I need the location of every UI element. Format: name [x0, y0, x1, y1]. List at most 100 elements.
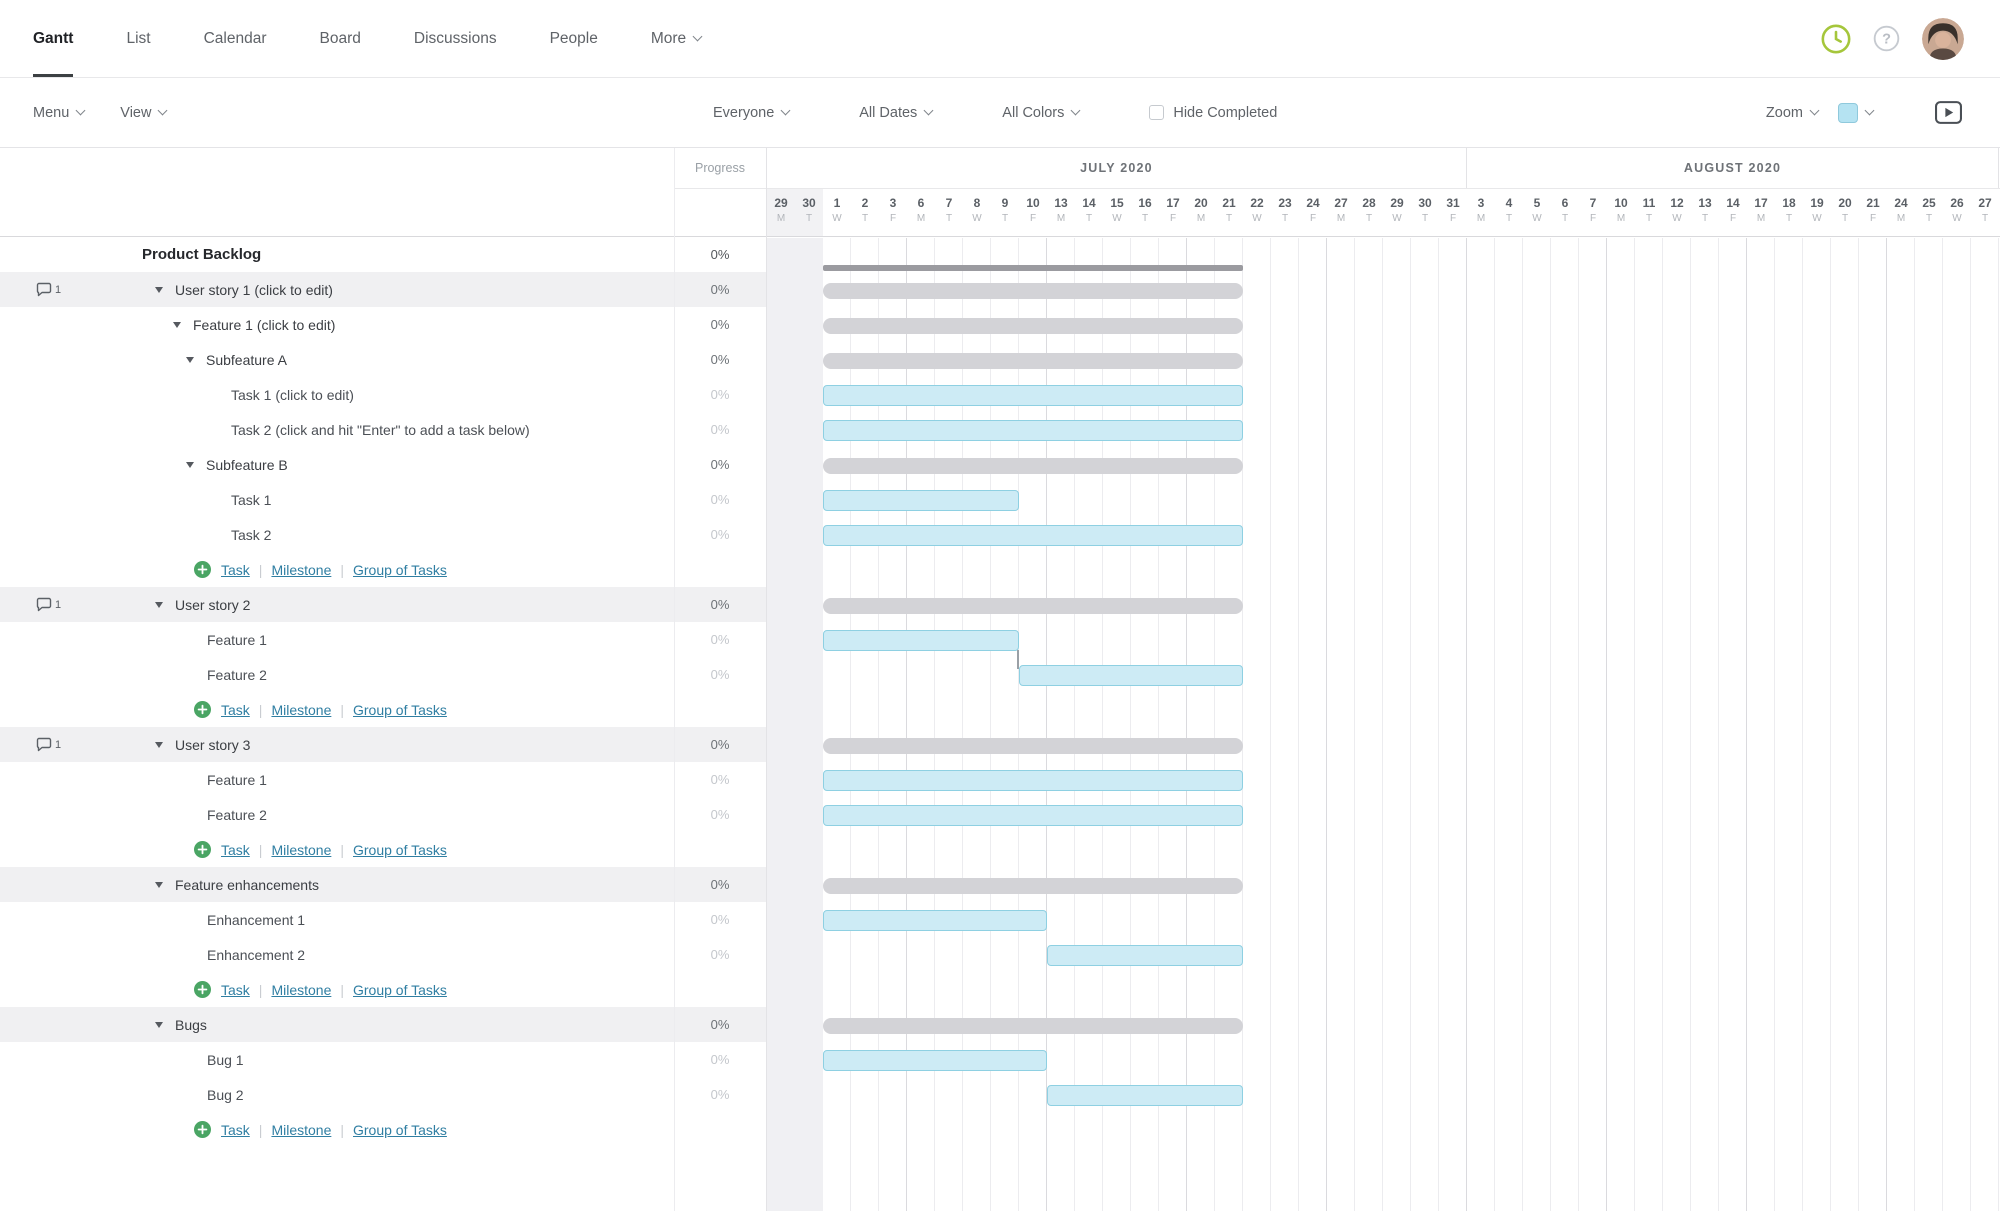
group-bar-user-story-2[interactable]: [823, 598, 1243, 614]
task-name[interactable]: User story 2: [175, 596, 251, 613]
task-name[interactable]: Feature 2: [207, 806, 267, 823]
task-name[interactable]: Bug 2: [207, 1086, 244, 1103]
color-picker-dropdown[interactable]: [1838, 102, 1875, 123]
task-bar-bug-1[interactable]: [823, 1050, 1047, 1071]
collapse-caret-icon[interactable]: [173, 321, 181, 328]
nav-tab-gantt[interactable]: Gantt: [33, 0, 74, 77]
task-name[interactable]: Task 1: [231, 491, 272, 508]
task-bar-feature-2[interactable]: [823, 805, 1243, 826]
task-bar-task-1[interactable]: [823, 490, 1019, 511]
color-swatch[interactable]: [1838, 102, 1858, 123]
hide-completed-toggle[interactable]: Hide Completed: [1149, 105, 1277, 121]
add-task-link[interactable]: Task: [221, 841, 250, 858]
task-bar-task-2-click-and-hit-enter-to-add-a-task-below[interactable]: [823, 420, 1243, 441]
add-group-of-tasks-link[interactable]: Group of Tasks: [353, 561, 447, 578]
add-task-plus-icon[interactable]: [194, 701, 211, 718]
task-name[interactable]: Feature 1 (click to edit): [193, 316, 336, 333]
add-group-of-tasks-link[interactable]: Group of Tasks: [353, 701, 447, 718]
comment-bubble-icon[interactable]: 1: [36, 587, 61, 622]
group-bar-subfeature-a[interactable]: [823, 353, 1243, 369]
task-name[interactable]: Task 1 (click to edit): [231, 386, 354, 403]
task-name[interactable]: Subfeature B: [206, 456, 288, 473]
add-task-plus-icon[interactable]: [194, 841, 211, 858]
task-bar-task-2[interactable]: [823, 525, 1243, 546]
add-milestone-link[interactable]: Milestone: [271, 981, 332, 998]
menu-dropdown[interactable]: Menu: [33, 105, 86, 121]
nav-tab-calendar[interactable]: Calendar: [204, 0, 267, 77]
group-bar-user-story-1-click-to-edit[interactable]: [823, 283, 1243, 299]
group-bar-feature-1-click-to-edit[interactable]: [823, 318, 1243, 334]
add-milestone-link[interactable]: Milestone: [271, 561, 332, 578]
nav-tab-list[interactable]: List: [126, 0, 150, 77]
chevron-down-icon: [1809, 105, 1820, 116]
add-task-link[interactable]: Task: [221, 981, 250, 998]
collapse-caret-icon[interactable]: [186, 356, 194, 363]
progress-value: 0%: [710, 772, 730, 787]
filter-dropdown-all-dates[interactable]: All Dates: [859, 105, 934, 121]
view-dropdown[interactable]: View: [120, 105, 168, 121]
help-icon[interactable]: ?: [1873, 25, 1900, 52]
group-bar-subfeature-b[interactable]: [823, 458, 1243, 474]
task-name[interactable]: Task 2: [231, 526, 272, 543]
add-group-of-tasks-link[interactable]: Group of Tasks: [353, 1121, 447, 1138]
task-bar-enhancement-2[interactable]: [1047, 945, 1243, 966]
collapse-caret-icon[interactable]: [155, 601, 163, 608]
add-task-link[interactable]: Task: [221, 1121, 250, 1138]
add-task-plus-icon[interactable]: [194, 981, 211, 998]
time-tracking-clock-icon[interactable]: [1821, 24, 1851, 54]
task-name[interactable]: Enhancement 2: [207, 946, 306, 963]
add-task-link[interactable]: Task: [221, 561, 250, 578]
task-bar-feature-2[interactable]: [1019, 665, 1243, 686]
task-bar-feature-1[interactable]: [823, 630, 1019, 651]
task-name[interactable]: Bugs: [175, 1016, 207, 1033]
group-bar-bugs[interactable]: [823, 1018, 1243, 1034]
task-name[interactable]: Bug 1: [207, 1051, 244, 1068]
filter-dropdown-all-colors[interactable]: All Colors: [1002, 105, 1081, 121]
collapse-caret-icon[interactable]: [186, 461, 194, 468]
user-avatar[interactable]: [1922, 17, 1964, 60]
task-bar-enhancement-1[interactable]: [823, 910, 1047, 931]
add-task-link[interactable]: Task: [221, 701, 250, 718]
video-tour-icon[interactable]: [1935, 101, 1962, 124]
add-task-plus-icon[interactable]: [194, 1121, 211, 1138]
task-name[interactable]: Subfeature A: [206, 351, 287, 368]
task-name[interactable]: Enhancement 1: [207, 911, 306, 928]
collapse-caret-icon[interactable]: [155, 881, 163, 888]
add-group-of-tasks-link[interactable]: Group of Tasks: [353, 841, 447, 858]
timeline-row: [767, 973, 2000, 1008]
add-milestone-link[interactable]: Milestone: [271, 1121, 332, 1138]
task-name[interactable]: Feature 1: [207, 771, 267, 788]
timeline-row: [767, 833, 2000, 868]
comment-bubble-icon[interactable]: 1: [36, 272, 61, 307]
task-name[interactable]: User story 3: [175, 736, 251, 753]
group-bar-feature-enhancements[interactable]: [823, 878, 1243, 894]
group-bar-user-story-3[interactable]: [823, 738, 1243, 754]
collapse-caret-icon[interactable]: [155, 741, 163, 748]
task-name[interactable]: Product Backlog: [142, 246, 262, 263]
nav-tab-discussions[interactable]: Discussions: [414, 0, 497, 77]
hide-completed-checkbox[interactable]: [1149, 105, 1165, 120]
nav-tab-people[interactable]: People: [550, 0, 598, 77]
task-bar-task-1-click-to-edit[interactable]: [823, 385, 1243, 406]
project-bar-product-backlog[interactable]: [823, 265, 1243, 271]
nav-tab-board[interactable]: Board: [320, 0, 361, 77]
task-bar-bug-2[interactable]: [1047, 1085, 1243, 1106]
filter-dropdown-everyone[interactable]: Everyone: [713, 105, 791, 121]
add-milestone-link[interactable]: Milestone: [271, 841, 332, 858]
comment-bubble-icon[interactable]: 1: [36, 727, 61, 762]
task-name[interactable]: Task 2 (click and hit "Enter" to add a t…: [231, 421, 530, 438]
task-name[interactable]: Feature 1: [207, 631, 267, 648]
add-task-plus-icon[interactable]: [194, 561, 211, 578]
task-name[interactable]: Feature 2: [207, 666, 267, 683]
zoom-dropdown[interactable]: Zoom: [1766, 105, 1820, 121]
add-milestone-link[interactable]: Milestone: [271, 701, 332, 718]
add-group-of-tasks-link[interactable]: Group of Tasks: [353, 981, 447, 998]
collapse-caret-icon[interactable]: [155, 286, 163, 293]
day-of-week: M: [1056, 213, 1066, 224]
nav-tab-more[interactable]: More: [651, 0, 703, 77]
collapse-caret-icon[interactable]: [155, 1021, 163, 1028]
task-name[interactable]: Feature enhancements: [175, 876, 319, 893]
task-name[interactable]: User story 1 (click to edit): [175, 281, 333, 298]
task-bar-feature-1[interactable]: [823, 770, 1243, 791]
progress-value: 0%: [710, 807, 730, 822]
